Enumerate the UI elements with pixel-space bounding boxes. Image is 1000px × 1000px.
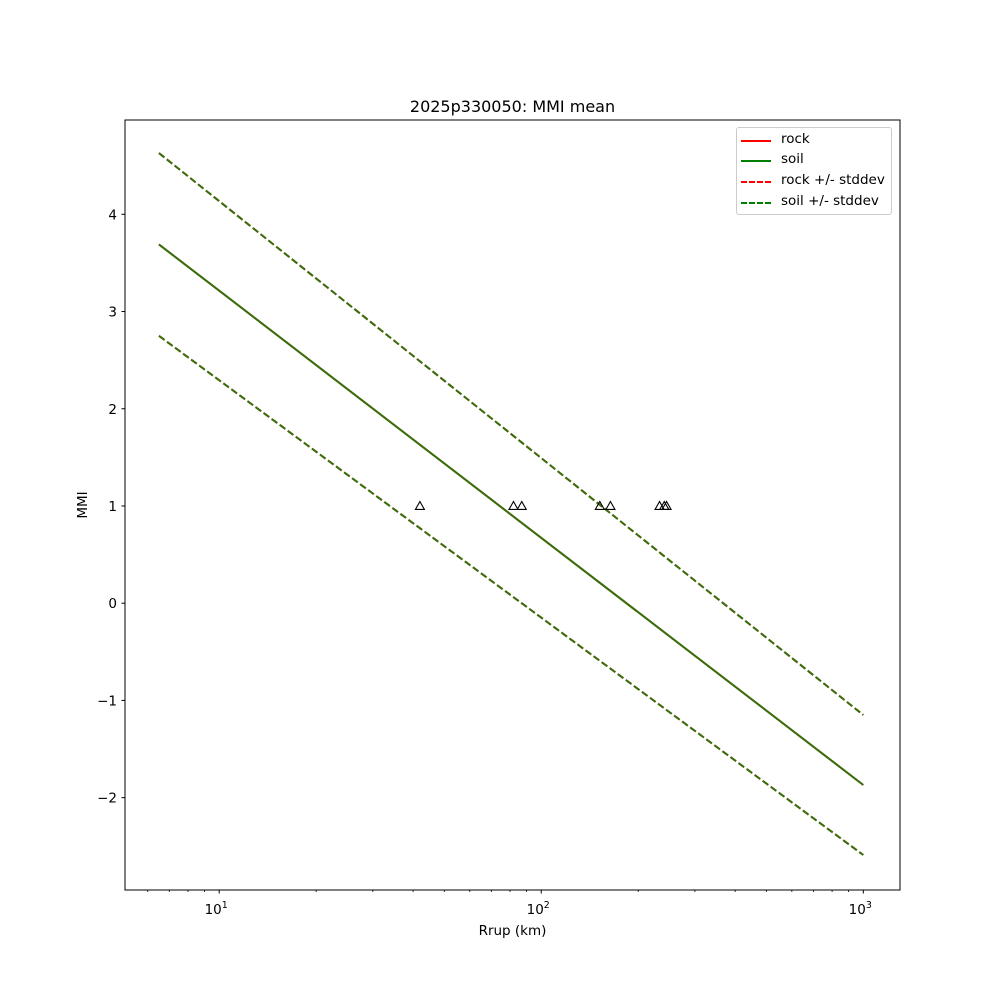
- legend-label-rock-stddev: rock +/- stddev: [781, 172, 885, 188]
- series-line-soil-stddev-lower: [158, 335, 864, 856]
- data-point-triangle: [414, 500, 426, 511]
- legend-swatch-soil: [741, 160, 771, 162]
- y-tick-label: 1: [108, 499, 117, 515]
- axes-frame: [124, 119, 901, 891]
- legend: rock soil rock +/- stddev soil +/- stdde…: [736, 127, 892, 215]
- x-tick-label: 101: [205, 900, 228, 918]
- legend-swatch-rock: [741, 140, 771, 142]
- y-tick-label: 0: [108, 596, 117, 612]
- x-axis-label: Rrup (km): [479, 923, 547, 939]
- y-tick-label: −1: [97, 693, 117, 709]
- legend-swatch-rock-stddev: [741, 181, 771, 183]
- legend-item-soil: soil: [737, 150, 891, 170]
- chart-title: 2025p330050: MMI mean: [410, 97, 615, 116]
- data-point-triangle: [594, 500, 606, 511]
- y-tick-label: 2: [108, 402, 117, 418]
- y-tick-label: −2: [97, 791, 117, 807]
- legend-item-rock: rock: [737, 130, 891, 150]
- data-point-triangle: [516, 500, 528, 511]
- y-tick-label: 4: [108, 207, 117, 223]
- x-tick-label: 103: [849, 900, 872, 918]
- legend-item-soil-stddev: soil +/- stddev: [737, 192, 891, 212]
- data-point-triangle: [604, 500, 616, 511]
- series-line-soil: [158, 243, 864, 786]
- y-tick-label: 3: [108, 305, 117, 321]
- legend-label-rock: rock: [781, 131, 810, 147]
- x-tick-label: 102: [527, 900, 550, 918]
- legend-label-soil-stddev: soil +/- stddev: [781, 193, 879, 209]
- data-point-triangle: [508, 500, 519, 511]
- plot-area: [158, 152, 864, 856]
- y-axis-label: MMI: [75, 491, 91, 518]
- data-point-triangle: [661, 500, 673, 511]
- legend-swatch-soil-stddev: [741, 202, 771, 204]
- legend-label-soil: soil: [781, 151, 804, 167]
- legend-item-rock-stddev: rock +/- stddev: [737, 171, 891, 191]
- series-line-soil-stddev-upper: [158, 152, 864, 716]
